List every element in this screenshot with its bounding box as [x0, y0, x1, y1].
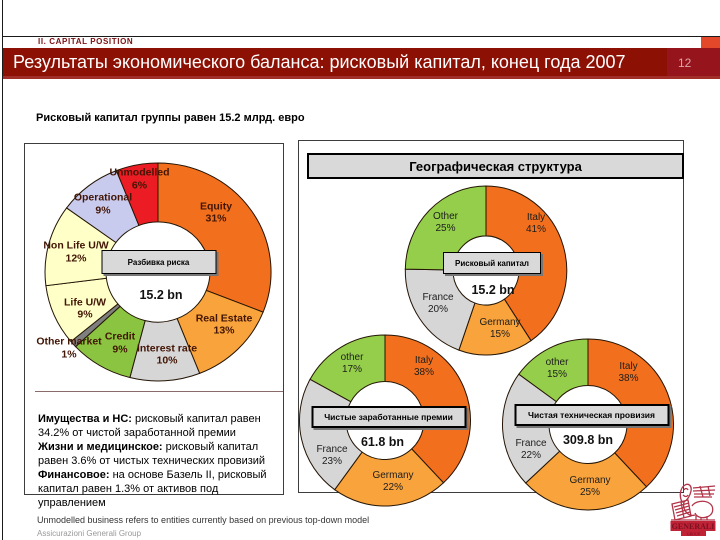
svg-text:GENERALI: GENERALI	[672, 522, 715, 531]
svg-text:GROUP: GROUP	[687, 531, 701, 536]
